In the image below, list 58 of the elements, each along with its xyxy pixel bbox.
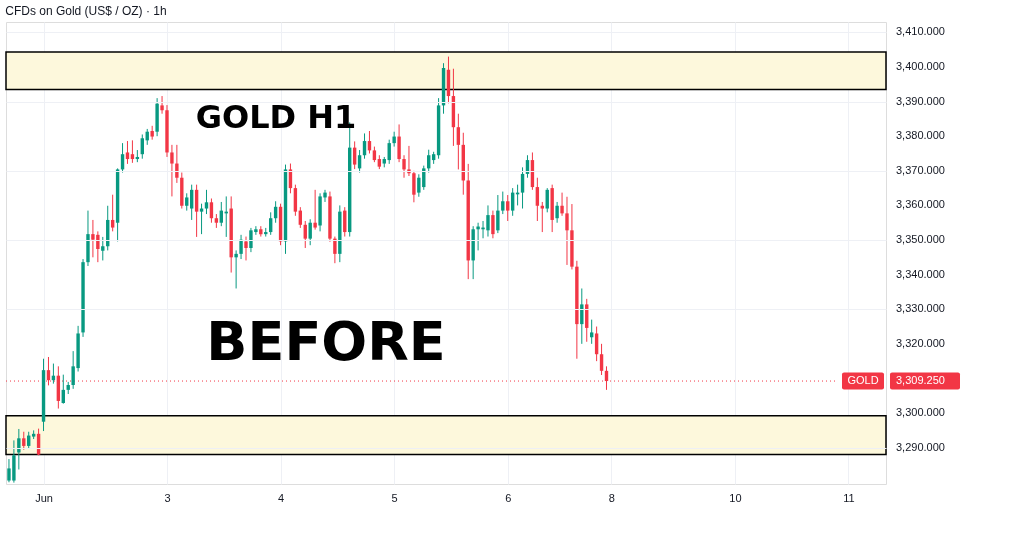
y-tick-label: 3,320.000: [896, 336, 945, 349]
candlestick: [204, 189, 209, 215]
y-tick-label: 3,410.000: [896, 25, 945, 38]
candlestick: [555, 201, 559, 224]
y-tick-label: 3,350.000: [896, 233, 945, 246]
candlestick: [110, 194, 115, 232]
candlestick: [580, 287, 584, 345]
candlestick: [313, 189, 317, 231]
y-tick-label: 3,390.000: [896, 94, 945, 107]
x-tick-label: 4: [278, 491, 285, 504]
candlestick: [397, 123, 401, 163]
candlestick: [101, 236, 105, 261]
candlestick: [333, 236, 337, 264]
candlestick: [130, 139, 135, 164]
x-tick-label: 6: [505, 491, 512, 504]
y-tick-label: 3,400.000: [896, 59, 945, 72]
chart-title: CFDs on Gold (US$ / OZ) · 1h: [5, 4, 167, 18]
candlestick: [170, 144, 174, 197]
candlestick: [17, 428, 21, 470]
candlestick: [560, 192, 564, 217]
candlestick: [407, 145, 411, 177]
candlestick: [506, 194, 510, 222]
annotation: BEFORE: [206, 310, 446, 373]
x-tick-label: 3: [164, 491, 171, 504]
candlestick: [392, 131, 396, 148]
candlestick: [244, 236, 248, 261]
candlestick: [402, 154, 406, 179]
candlestick: [293, 184, 298, 217]
candlestick: [540, 201, 544, 233]
candlestick: [501, 191, 505, 215]
annotation: GOLD H1: [195, 98, 357, 136]
x-tick-label: Jun: [35, 491, 53, 504]
x-tick-label: 8: [608, 491, 615, 504]
y-tick-label: 3,360.000: [896, 198, 945, 211]
candlestick: [589, 319, 594, 345]
x-tick-label: 5: [391, 491, 398, 504]
x-tick-label: 10: [729, 491, 742, 504]
candlestick: [599, 343, 604, 376]
y-tick-label: 3,300.000: [896, 406, 945, 419]
candlestick: [239, 234, 243, 260]
candlestick: [491, 210, 495, 239]
candlestick: [565, 196, 569, 266]
y-tick-label: 3,330.000: [896, 302, 945, 315]
candlestick: [234, 249, 238, 289]
ref-line-label: GOLD: [847, 374, 879, 387]
candlestick: [125, 140, 130, 165]
candlestick: [412, 170, 416, 203]
y-tick-label: 3,340.000: [896, 267, 945, 280]
y-tick-label: 3,380.000: [896, 129, 945, 142]
y-tick-label: 3,309.250: [896, 374, 945, 387]
candlestick: [175, 144, 179, 184]
candlestick: [496, 194, 500, 234]
candlestick: [456, 113, 461, 170]
y-tick-label: 3,370.000: [896, 163, 945, 176]
candlestick: [308, 218, 312, 246]
candlestick: [160, 95, 164, 115]
x-tick-label: 11: [843, 491, 855, 504]
y-tick-label: 3,290.000: [896, 440, 945, 453]
